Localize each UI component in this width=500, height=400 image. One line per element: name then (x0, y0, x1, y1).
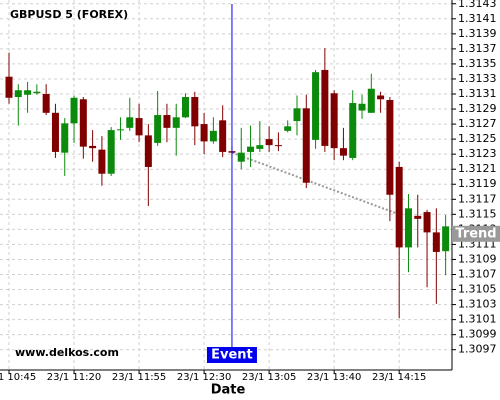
y-tick-label: 1.3127 (458, 117, 497, 130)
candle-body (116, 129, 124, 131)
candle-body (284, 126, 292, 131)
y-tick-label: 1.3125 (458, 132, 497, 145)
candle-body (256, 145, 264, 149)
x-tick-label: 23/1 13:05 (242, 372, 296, 383)
x-tick-label: 23/1 13:40 (307, 372, 361, 383)
y-tick-label: 1.3099 (458, 328, 497, 341)
candle-body (377, 95, 385, 100)
y-tick-label: 1.3139 (458, 27, 497, 40)
candle-body (321, 69, 329, 146)
event-label: Event (211, 348, 253, 363)
candle-body (293, 108, 301, 122)
candle-body (302, 108, 310, 183)
candle-body (339, 148, 347, 156)
y-tick-label: 1.3119 (458, 177, 497, 190)
candle-body (247, 146, 255, 152)
candle-body (33, 91, 41, 94)
candle-body (172, 117, 180, 128)
candle-body (42, 94, 50, 113)
candle-body (79, 99, 87, 147)
candle-body (395, 166, 403, 248)
candle-body (404, 208, 412, 248)
candle-body (182, 97, 190, 118)
trend-line (231, 151, 400, 216)
candle-body (358, 103, 366, 111)
y-tick-label: 1.3097 (458, 343, 497, 356)
candle-body (414, 215, 422, 219)
x-tick-label: 23/1 14:15 (372, 372, 426, 383)
candle-body (126, 117, 134, 128)
candle-body (209, 130, 217, 142)
candle-body (163, 115, 171, 128)
y-tick-label: 1.3131 (458, 87, 497, 100)
candle-body (200, 124, 208, 142)
candle-body (237, 152, 245, 162)
candle-body (442, 226, 450, 252)
trend-label: Trend (455, 226, 496, 241)
event-label-box (206, 347, 257, 363)
watermark: www.delkos.com (15, 346, 119, 359)
x-tick-label: 23/1 11:20 (47, 372, 101, 383)
candle-body (98, 149, 106, 174)
y-tick-label: 1.3117 (458, 192, 497, 205)
candle-body (107, 130, 115, 174)
candle-body (89, 145, 97, 149)
y-tick-label: 1.3107 (458, 267, 497, 280)
y-tick-label: 1.3103 (458, 298, 497, 311)
candle-body (349, 103, 357, 158)
y-tick-label: 1.3123 (458, 147, 497, 160)
candle-body (274, 145, 282, 147)
candle-body (144, 135, 152, 167)
x-tick-label: 23/1 10:45 (0, 372, 36, 383)
trend-label-box (452, 225, 500, 242)
chart-title: GBPUSD 5 (FOREX) (10, 8, 128, 21)
candle-body (265, 139, 273, 146)
y-tick-label: 1.3109 (458, 252, 497, 265)
candle-body (312, 72, 320, 140)
y-tick-label: 1.3101 (458, 313, 497, 326)
x-axis-label: Date (211, 383, 246, 398)
candle-body (367, 88, 375, 113)
candle-body (191, 97, 199, 127)
x-tick-label: 23/1 11:55 (112, 372, 166, 383)
y-tick-label: 1.3115 (458, 207, 497, 220)
candle-body (70, 97, 78, 124)
candle-body (14, 90, 22, 98)
candle-body (219, 120, 227, 152)
y-tick-label: 1.3121 (458, 162, 497, 175)
y-tick-label: 1.3135 (458, 57, 497, 70)
candle-body (330, 93, 338, 149)
candle-body (432, 232, 440, 252)
y-tick-label: 1.3105 (458, 283, 497, 296)
candle-body (386, 100, 394, 195)
candle-body (154, 115, 162, 143)
candle-body (135, 118, 143, 136)
y-tick-label: 1.3129 (458, 102, 497, 115)
candle-body (61, 123, 69, 153)
y-tick-label: 1.3133 (458, 72, 497, 85)
candle-body (51, 112, 59, 152)
candle-body (423, 212, 431, 233)
candle-body (24, 90, 32, 95)
y-tick-label: 1.3143 (458, 0, 497, 10)
x-tick-label: 23/1 12:30 (177, 372, 231, 383)
candle-body (5, 76, 13, 98)
y-tick-label: 1.3141 (458, 12, 497, 25)
y-tick-label: 1.3137 (458, 42, 497, 55)
